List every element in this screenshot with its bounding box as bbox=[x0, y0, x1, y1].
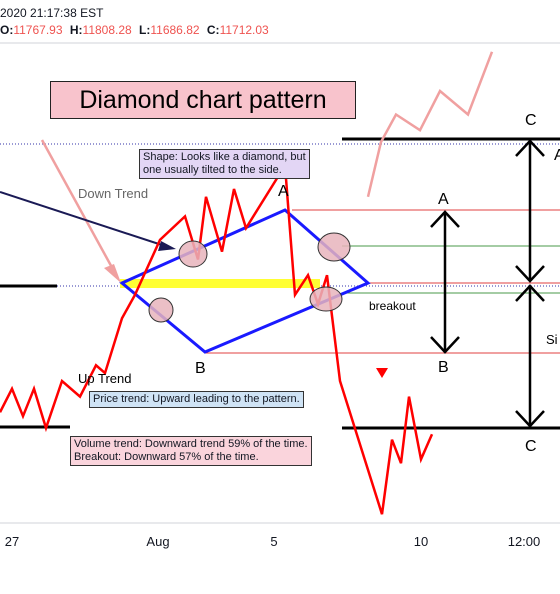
x-tick-label-4: 12:00 bbox=[508, 534, 541, 549]
edge-glyph: A bbox=[554, 147, 560, 164]
height-measure-arrow bbox=[430, 210, 460, 354]
target-up-arrow bbox=[515, 139, 545, 283]
high-key: H: bbox=[69, 23, 83, 37]
price-trend-note: Price trend: Upward leading to the patte… bbox=[89, 391, 304, 408]
open-value: 11767.93 bbox=[13, 23, 63, 37]
faded-down-arrow-head bbox=[104, 264, 121, 283]
high-value: 11808.28 bbox=[82, 23, 132, 37]
shape-note: Shape: Looks like a diamond, but one usu… bbox=[139, 149, 310, 179]
point-b-label: B bbox=[195, 360, 206, 377]
ohlc-legend: O:11767.93 H:11808.28 L:11686.82 C:11712… bbox=[0, 23, 269, 37]
price-series-group bbox=[0, 51, 494, 515]
point-a-label: A bbox=[278, 183, 289, 200]
yellow-highlight bbox=[120, 279, 320, 288]
faded-price-line bbox=[366, 51, 494, 198]
low-key: L: bbox=[139, 23, 151, 37]
down-trend-label: Down Trend bbox=[78, 186, 149, 201]
price-line bbox=[0, 161, 434, 515]
close-value: 11712.03 bbox=[219, 23, 269, 37]
navy-arrow bbox=[0, 191, 166, 247]
breakout-arrow-head bbox=[376, 368, 388, 378]
up-trend-label: Up Trend bbox=[78, 371, 132, 386]
breakout-label: breakout bbox=[369, 299, 416, 313]
navy-arrow-head bbox=[158, 241, 176, 251]
measure-b-label: B bbox=[438, 359, 449, 376]
chart-header: 2020 21:17:38 EST O:11767.93 H:11808.28 … bbox=[0, 0, 560, 42]
target-down-arrow bbox=[515, 284, 545, 428]
volume-note: Volume trend: Downward trend 59% of the … bbox=[70, 436, 312, 466]
target-c-top-label: C bbox=[525, 112, 537, 129]
volume-circle-4 bbox=[309, 286, 343, 312]
x-tick-label-3: 10 bbox=[414, 534, 428, 549]
volume-circle-3 bbox=[317, 232, 351, 262]
diamond-shape bbox=[119, 208, 371, 354]
close-key: C: bbox=[206, 23, 220, 37]
timestamp: 2020 21:17:38 EST bbox=[0, 6, 104, 20]
edge-text: Si bbox=[546, 332, 558, 347]
volume-circle-2 bbox=[148, 297, 174, 323]
x-tick-label-2: 5 bbox=[270, 534, 277, 549]
measure-a-label: A bbox=[438, 191, 449, 208]
faded-down-arrow bbox=[40, 139, 117, 274]
x-tick-label-0: 27 bbox=[5, 534, 19, 549]
low-value: 11686.82 bbox=[150, 23, 200, 37]
volume-circle-1 bbox=[178, 240, 208, 268]
chart-title: Diamond chart pattern bbox=[50, 81, 356, 119]
x-tick-label-1: Aug bbox=[146, 534, 169, 549]
target-c-bottom-label: C bbox=[525, 438, 537, 455]
open-key: O: bbox=[0, 23, 14, 37]
